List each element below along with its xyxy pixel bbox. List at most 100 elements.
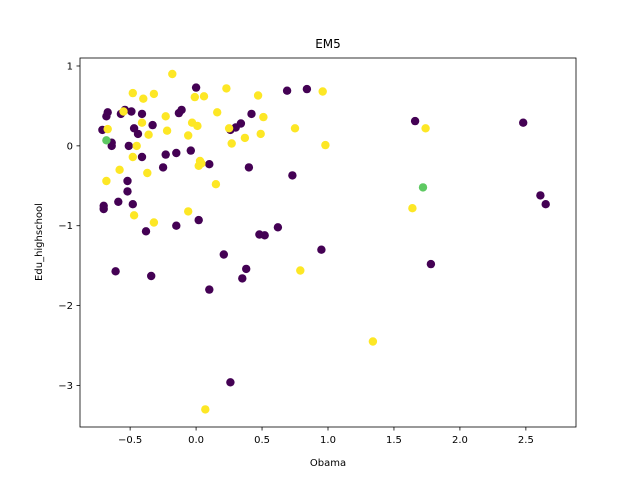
data-point-17 — [114, 197, 123, 206]
data-point-29 — [191, 83, 201, 92]
data-point-67 — [115, 165, 124, 174]
data-point-61 — [132, 141, 141, 151]
data-point-60 — [168, 69, 177, 79]
data-point-82 — [222, 84, 231, 93]
data-point-53 — [536, 191, 545, 200]
y-axis-label: Edu_highschool — [34, 203, 45, 281]
data-point-63 — [144, 130, 153, 139]
chart-title: EM5 — [315, 37, 341, 51]
plot-frame — [79, 57, 577, 428]
data-point-11 — [137, 109, 147, 119]
data-point-49 — [317, 245, 326, 254]
data-point-12 — [137, 152, 147, 162]
data-point-80 — [184, 207, 193, 216]
data-point-15 — [123, 187, 132, 196]
data-point-92 — [321, 140, 330, 150]
data-point-83 — [224, 124, 234, 133]
y-tick-label: −2 — [58, 301, 73, 312]
data-point-33 — [205, 285, 214, 294]
data-point-42 — [242, 264, 251, 274]
data-point-24 — [161, 150, 170, 159]
data-point-96 — [421, 124, 430, 133]
data-point-55 — [103, 124, 112, 134]
x-tick-label: 2.0 — [452, 435, 468, 446]
data-point-54 — [541, 200, 550, 209]
data-point-68 — [143, 168, 152, 178]
data-point-59 — [149, 89, 159, 99]
points-layer — [98, 69, 550, 414]
data-point-88 — [259, 112, 268, 122]
data-point-89 — [256, 129, 265, 139]
data-point-69 — [102, 176, 111, 186]
data-point-62 — [128, 152, 137, 162]
data-point-40 — [226, 378, 235, 387]
data-point-21 — [111, 267, 120, 276]
data-point-81 — [213, 108, 222, 117]
data-point-87 — [253, 91, 263, 100]
x-tick-label: 0.0 — [188, 435, 204, 446]
data-point-58 — [139, 94, 148, 103]
data-point-98 — [102, 136, 111, 145]
data-point-79 — [197, 159, 206, 168]
data-point-86 — [211, 180, 221, 189]
y-tick-label: 1 — [67, 61, 73, 72]
data-point-39 — [244, 163, 254, 172]
data-point-27 — [177, 105, 186, 115]
y-tick-label: 0 — [67, 141, 73, 152]
data-point-23 — [158, 163, 168, 172]
data-point-2 — [102, 112, 111, 121]
data-point-66 — [161, 112, 170, 121]
x-axis-ticks: −0.5 0.0 0.5 1.0 1.5 2.0 2.5 — [118, 427, 534, 446]
data-point-4 — [107, 141, 116, 151]
x-tick-label: 2.5 — [518, 435, 534, 446]
data-point-52 — [519, 118, 528, 127]
x-axis-label: Obama — [310, 458, 346, 469]
x-tick-label: 1.5 — [386, 435, 402, 446]
y-tick-label: −1 — [58, 221, 73, 232]
data-point-7 — [127, 107, 136, 116]
y-axis-ticks: −3 −2 −1 0 1 — [58, 61, 80, 392]
data-point-38 — [247, 109, 256, 119]
data-point-22 — [147, 271, 156, 281]
data-point-46 — [282, 86, 292, 95]
data-point-45 — [273, 223, 283, 232]
x-tick-label: 1.0 — [320, 435, 336, 446]
data-point-41 — [238, 274, 247, 283]
data-point-56 — [119, 107, 128, 116]
data-point-93 — [296, 266, 305, 275]
data-point-47 — [302, 84, 312, 94]
data-point-76 — [199, 92, 209, 101]
data-point-85 — [240, 133, 250, 143]
data-point-57 — [128, 88, 137, 98]
data-point-65 — [162, 126, 172, 135]
y-tick-label: −3 — [58, 381, 73, 392]
data-point-48 — [288, 171, 297, 180]
data-point-34 — [219, 250, 228, 259]
data-point-20 — [141, 227, 151, 236]
data-point-90 — [290, 124, 300, 133]
data-point-10 — [133, 129, 143, 139]
data-point-99 — [418, 183, 428, 192]
data-point-75 — [190, 92, 199, 102]
data-point-32 — [205, 160, 214, 169]
data-point-19 — [99, 204, 108, 214]
data-point-13 — [148, 120, 157, 130]
data-point-72 — [184, 131, 193, 140]
x-tick-label: 0.5 — [254, 435, 270, 446]
data-point-51 — [426, 259, 436, 269]
data-point-16 — [128, 200, 137, 209]
data-point-74 — [193, 121, 202, 131]
data-point-8 — [124, 141, 133, 151]
data-point-14 — [123, 176, 132, 186]
data-point-64 — [137, 118, 147, 127]
data-point-94 — [368, 337, 378, 346]
data-point-25 — [172, 148, 181, 158]
data-point-97 — [201, 405, 210, 414]
data-point-70 — [129, 211, 139, 220]
data-point-50 — [410, 116, 420, 126]
data-point-28 — [186, 146, 195, 155]
data-point-37 — [236, 119, 246, 128]
data-point-84 — [227, 139, 236, 148]
